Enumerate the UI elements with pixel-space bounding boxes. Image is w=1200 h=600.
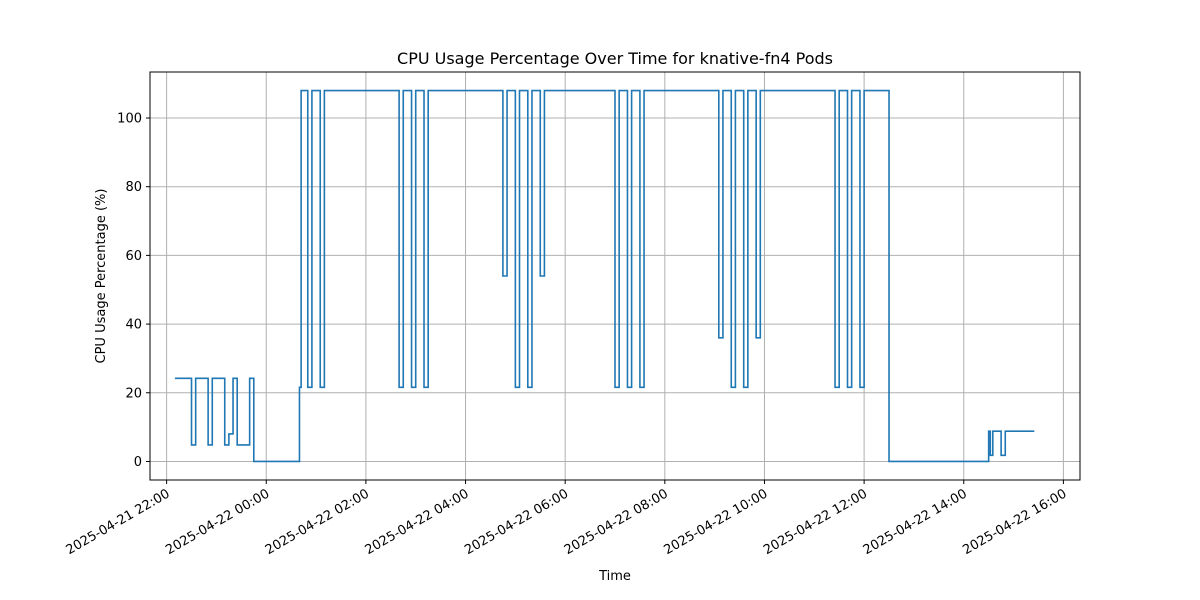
- x-tick-label: 2025-04-22 08:00: [562, 486, 671, 558]
- plot-frame: [149, 71, 1081, 481]
- x-tick-label: 2025-04-22 02:00: [263, 486, 372, 558]
- x-axis-label: Time: [598, 569, 631, 584]
- x-tick-label: 2025-04-21 22:00: [64, 486, 173, 558]
- x-tick-label: 2025-04-22 04:00: [363, 486, 472, 558]
- x-tick-label: 2025-04-22 00:00: [163, 486, 272, 558]
- y-tick-label: 0: [134, 455, 142, 470]
- x-tick-label: 2025-04-22 16:00: [960, 486, 1069, 558]
- x-gridlines: [166, 72, 1064, 480]
- y-tick-label: 20: [125, 386, 142, 401]
- y-tick-label: 100: [117, 112, 142, 127]
- y-tick-label: 80: [125, 180, 142, 195]
- x-tick-label: 2025-04-22 14:00: [861, 486, 970, 558]
- y-tick-label: 60: [125, 249, 142, 264]
- chart-title: CPU Usage Percentage Over Time for knati…: [397, 49, 833, 68]
- y-tick-label: 40: [125, 318, 142, 333]
- cpu-usage-step-line: [174, 89, 1035, 463]
- y-axis-label: CPU Usage Percentage (%): [94, 189, 109, 364]
- x-tick-label: 2025-04-22 12:00: [761, 486, 870, 558]
- x-tick-label: 2025-04-22 10:00: [662, 486, 771, 558]
- y-axis-ticks: 0 20 40 60 80 100: [117, 112, 150, 470]
- x-tick-label: 2025-04-22 06:00: [462, 486, 571, 558]
